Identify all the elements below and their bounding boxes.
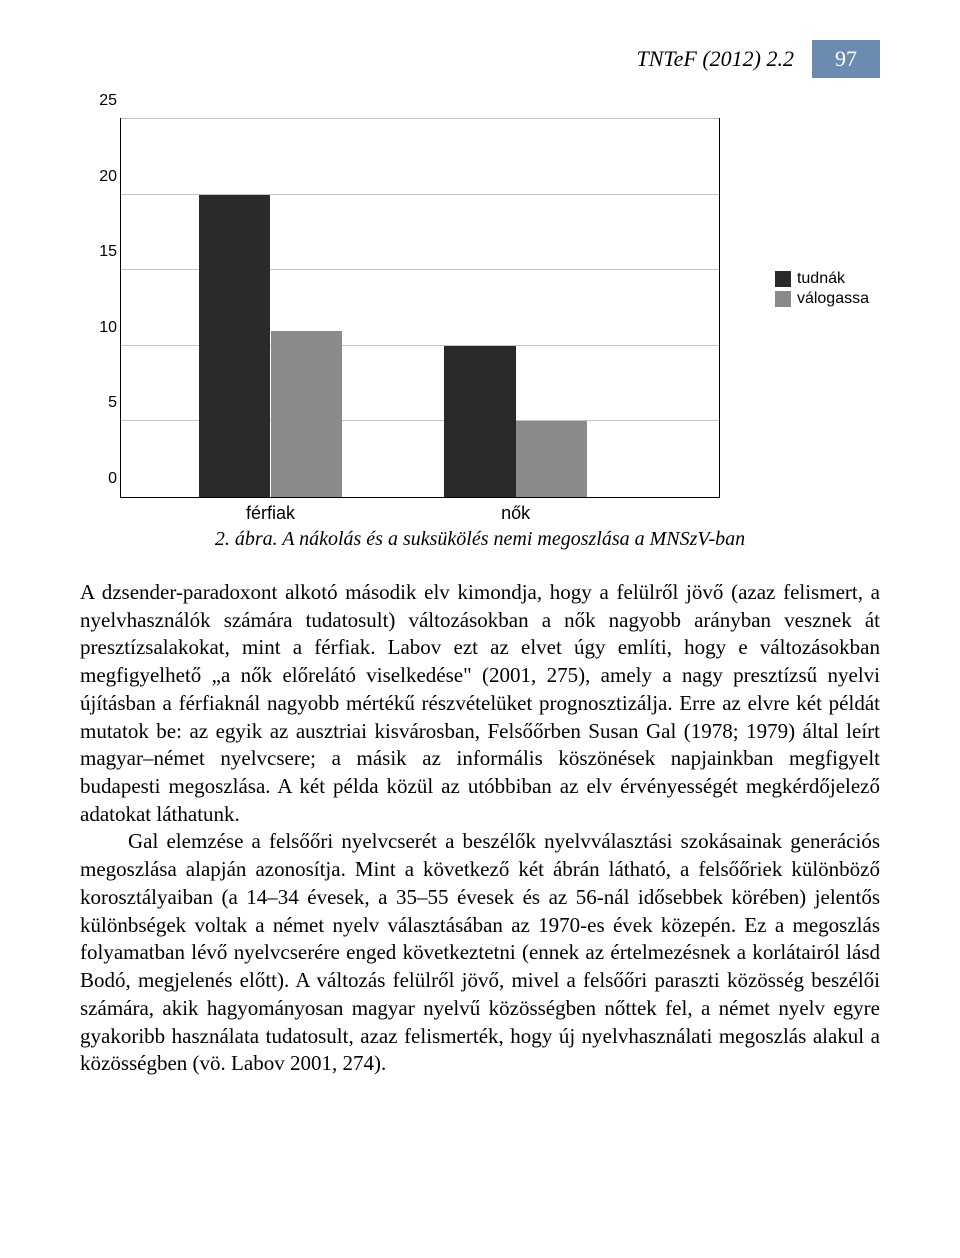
page-header: TNTeF (2012) 2.2 97 (80, 40, 880, 78)
x-category-label: nők (501, 503, 530, 524)
y-tick-label: 15 (87, 243, 117, 261)
y-tick-label: 20 (87, 168, 117, 186)
gridline (121, 118, 719, 119)
y-tick-label: 0 (87, 470, 117, 488)
legend-item: tudnák (775, 270, 869, 288)
y-tick-label: 25 (87, 92, 117, 110)
chart-legend: tudnák válogassa (775, 270, 869, 310)
legend-swatch (775, 291, 791, 307)
x-category-label: férfiak (246, 503, 295, 524)
journal-ref: TNTeF (2012) 2.2 (637, 46, 794, 72)
bar (516, 421, 588, 497)
legend-label: tudnák (797, 270, 845, 288)
paragraph: Gal elemzése a felsőőri nyelvcserét a be… (80, 828, 880, 1077)
y-tick-label: 10 (87, 319, 117, 337)
bar (444, 346, 516, 497)
legend-swatch (775, 271, 791, 287)
legend-label: válogassa (797, 290, 869, 308)
bar (271, 331, 343, 497)
body-text: A dzsender-paradoxont alkotó második elv… (80, 579, 880, 1078)
figure-caption: 2. ábra. A nákolás és a suksükölés nemi … (80, 528, 880, 551)
page-number: 97 (812, 40, 880, 78)
legend-item: válogassa (775, 290, 869, 308)
page-root: TNTeF (2012) 2.2 97 tudnákválogassa 0510… (0, 0, 960, 1138)
paragraph: A dzsender-paradoxont alkotó második elv… (80, 579, 880, 828)
bar (199, 195, 271, 497)
y-tick-label: 5 (87, 394, 117, 412)
chart-container: tudnákválogassa 0510152025férfiaknők (80, 118, 880, 498)
bar-chart: tudnákválogassa 0510152025férfiaknők (120, 118, 720, 498)
